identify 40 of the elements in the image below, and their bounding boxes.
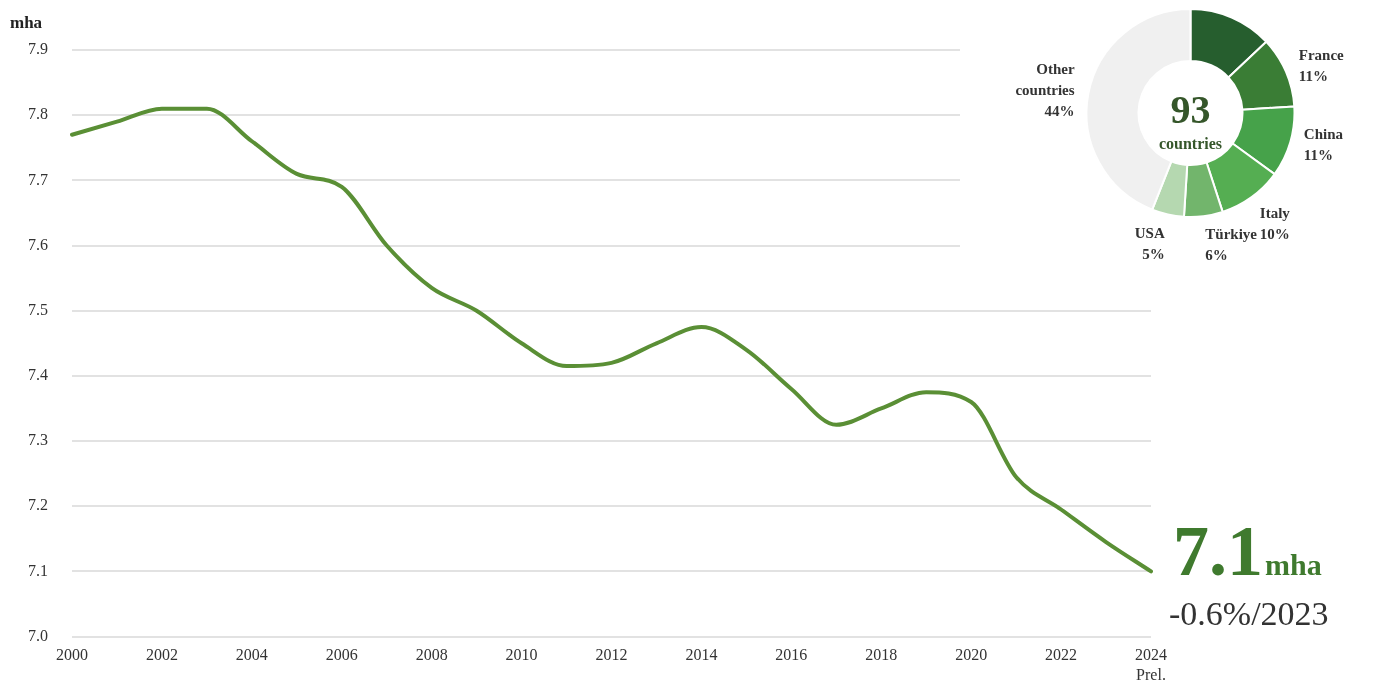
x-tick-label: 2004: [235, 646, 268, 664]
y-tick-label: 7.0: [28, 626, 48, 644]
x-tick-label: 2024 Prel.: [1135, 646, 1167, 683]
y-tick-label: 7.5: [28, 300, 48, 318]
x-tick-label: 2016: [775, 646, 808, 664]
data-label: 11%: [1303, 147, 1333, 164]
data-label: 10%: [1259, 225, 1290, 242]
data-label: 6%: [1205, 247, 1228, 264]
annotation: 7.1mha: [1173, 511, 1322, 592]
x-tick-label: 2022: [1045, 646, 1078, 664]
text: 93: [1170, 87, 1211, 132]
y-tick-label: 7.9: [28, 40, 48, 58]
slice-label: USA: [1134, 224, 1165, 241]
slice-label: Italy: [1259, 204, 1291, 221]
x-tick-label: 2018: [865, 646, 898, 664]
x-tick-label: 2012: [595, 646, 628, 664]
y-tick-label: 7.2: [28, 496, 48, 514]
y-tick-label: 7.7: [28, 170, 48, 188]
data-label: 44%: [1044, 102, 1075, 119]
x-tick-label: 2008: [415, 646, 448, 664]
data-label: 5%: [1142, 245, 1165, 262]
slice-label: Other countries: [1015, 60, 1075, 98]
y-tick-label: 7.8: [28, 105, 48, 123]
y-tick-label: 7.6: [28, 235, 48, 253]
x-tick-label: 2014: [685, 646, 718, 664]
text: -0.6%/2023: [1169, 595, 1329, 633]
text: countries: [1158, 135, 1223, 152]
x-tick-label: 2010: [505, 646, 538, 664]
slice-label: France: [1298, 46, 1345, 63]
y-tick-label: 7.1: [28, 561, 48, 579]
slice-label: China: [1303, 126, 1344, 143]
y-axis-title: mha: [10, 13, 43, 32]
x-tick-label: 2020: [955, 646, 988, 664]
x-tick-label: 2006: [325, 646, 358, 664]
y-tick-label: 7.4: [28, 366, 48, 384]
y-tick-label: 7.3: [28, 431, 48, 449]
slice-label: Türkiye: [1205, 226, 1258, 243]
x-tick-label: 2000: [56, 646, 88, 664]
data-label: 11%: [1298, 67, 1328, 84]
x-tick-label: 2002: [145, 646, 178, 664]
